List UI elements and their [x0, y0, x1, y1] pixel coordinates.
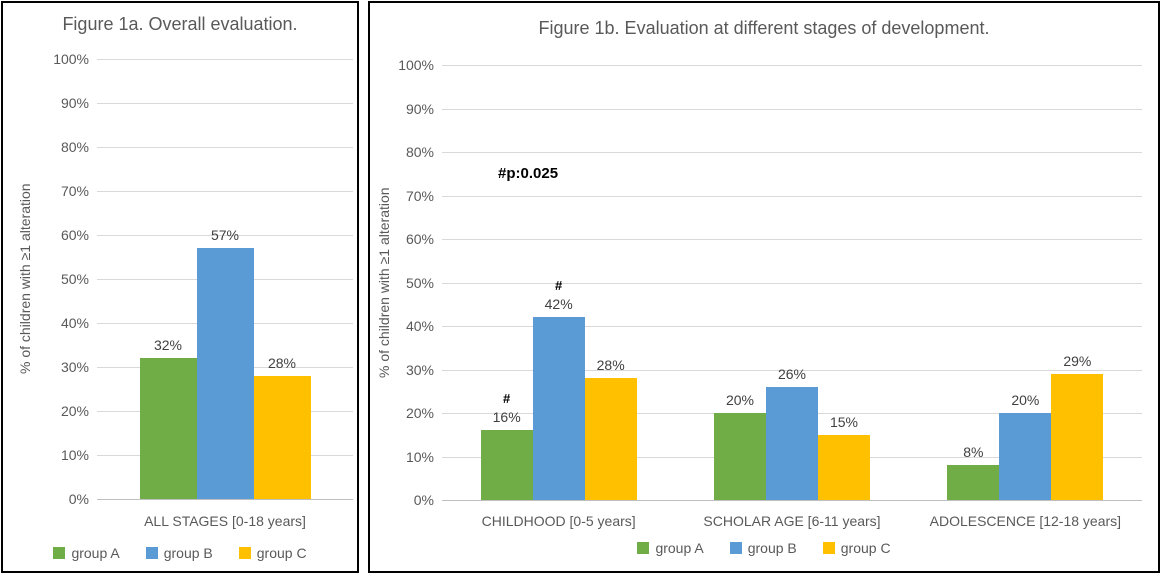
gridline-70pct: [97, 191, 353, 192]
data-label: 20%: [1011, 392, 1040, 408]
data-label: 28%: [267, 355, 297, 371]
bar-group-a: [714, 413, 766, 500]
legend-label: group C: [256, 545, 307, 561]
y-tick-label: 70%: [60, 183, 89, 199]
bar-group: 8% 20% 29%: [947, 65, 1104, 500]
chart-title-1a: Figure 1a. Overall evaluation.: [62, 14, 298, 34]
y-tick-label: 20%: [60, 403, 89, 419]
bar-group-c: [1051, 374, 1104, 500]
y-tick-label: 30%: [405, 361, 434, 378]
gridline-30pct: [442, 369, 1142, 371]
bar-group: 32% 57% 28%: [139, 59, 311, 499]
legend-label: group A: [71, 545, 120, 561]
data-label: 8%: [963, 444, 984, 460]
y-tick-label: 0%: [413, 492, 434, 508]
legend-item-group-c: group C: [238, 545, 307, 561]
y-tick-label: 70%: [405, 187, 434, 204]
bar-group-c: [584, 378, 637, 500]
y-tick-label: 40%: [405, 318, 434, 334]
data-label: 29%: [1063, 353, 1092, 369]
y-tick-label: 10%: [405, 448, 434, 465]
data-label: 20%: [725, 392, 755, 408]
bar-group-b: [766, 387, 818, 500]
y-tick-label: 100%: [53, 51, 89, 67]
bar-group-c: [818, 435, 870, 500]
legend-label: group C: [840, 540, 891, 556]
legend-item-group-a: group A: [637, 540, 704, 556]
gridline-80pct: [442, 152, 1142, 153]
gridline-60pct: [97, 235, 353, 236]
y-tick-label: 60%: [405, 231, 434, 247]
legend-swatch-group-a: [637, 542, 650, 554]
y-tick-label: 90%: [60, 95, 89, 111]
data-label: 15%: [829, 414, 859, 430]
y-tick-label: 100%: [398, 57, 434, 73]
bar-group-b: [532, 317, 585, 500]
y-tick-label: 90%: [405, 100, 434, 117]
legend-swatch-group-a: [53, 547, 66, 559]
gridline-100pct: [442, 65, 1142, 66]
data-label: 32%: [153, 337, 183, 353]
gridline-40pct: [442, 326, 1142, 327]
bar-group-a: [947, 465, 1000, 500]
bar-group: 16% #42% #28%: [480, 65, 637, 500]
bar-group: 20% 26% 15%: [714, 65, 870, 500]
significance-mark: #: [503, 391, 511, 406]
gridline-90pct: [97, 103, 353, 104]
legend-label: group A: [655, 540, 704, 556]
chart-title-1b: Figure 1b. Evaluation at different stage…: [538, 18, 990, 38]
gridline-90pct: [442, 108, 1142, 110]
legend-swatch-group-b: [729, 542, 742, 554]
legend-item-group-a: group A: [53, 545, 120, 561]
legend: group A group B group C: [370, 540, 1158, 556]
legend-label: group B: [747, 540, 797, 556]
panel-figure-1b: Figure 1b. Evaluation at different stage…: [368, 1, 1160, 573]
bar-group-b: [196, 248, 254, 499]
legend-item-group-b: group B: [729, 540, 797, 556]
bar-group-c: [253, 376, 311, 499]
y-tick-label: 30%: [60, 359, 89, 375]
significance-mark: #: [555, 278, 563, 293]
gridline-0pct: [442, 500, 1142, 501]
legend-swatch-group-c: [238, 547, 251, 559]
y-tick-label: 50%: [405, 274, 434, 291]
data-label: 28%: [596, 357, 625, 373]
gridline-70pct: [442, 195, 1142, 197]
legend-item-group-b: group B: [145, 545, 213, 561]
legend-swatch-group-c: [822, 542, 835, 554]
y-axis-title-1a: % of children with ≥1 alteration: [17, 183, 33, 375]
bar-group-a: [139, 358, 197, 499]
y-tick-label: 20%: [405, 405, 434, 421]
significance-annotation: #p:0.025: [498, 165, 559, 182]
y-tick-label: 60%: [60, 227, 89, 243]
bar-group-b: [999, 413, 1052, 500]
y-tick-label: 80%: [60, 139, 89, 155]
data-label: 26%: [777, 366, 807, 382]
legend: group A group B group C: [3, 545, 357, 561]
legend-swatch-group-b: [145, 547, 158, 559]
gridline-0pct: [97, 499, 353, 500]
data-label: 57%: [210, 227, 240, 243]
gridline-100pct: [97, 59, 353, 60]
category-label: SCHOLAR AGE [6-11 years]: [703, 513, 881, 529]
category-label: ALL STAGES [0-18 years]: [144, 513, 306, 529]
legend-label: group B: [163, 545, 213, 561]
category-label: ADOLESCENCE [12-18 years]: [929, 513, 1122, 529]
bar-group-a: [480, 430, 533, 500]
panel-figure-1a: Figure 1a. Overall evaluation. % of chil…: [1, 1, 359, 573]
y-tick-label: 80%: [405, 144, 434, 160]
gridline-80pct: [97, 147, 353, 148]
y-tick-label: 50%: [60, 271, 89, 287]
data-label: 16%: [492, 409, 521, 425]
y-tick-label: 10%: [60, 447, 89, 463]
legend-item-group-c: group C: [822, 540, 891, 556]
y-tick-label: 0%: [68, 491, 89, 507]
y-tick-label: 40%: [60, 315, 89, 331]
data-label: 42%: [544, 296, 573, 312]
category-label: CHILDHOOD [0-5 years]: [481, 513, 636, 529]
gridline-60pct: [442, 239, 1142, 240]
gridline-50pct: [442, 282, 1142, 284]
